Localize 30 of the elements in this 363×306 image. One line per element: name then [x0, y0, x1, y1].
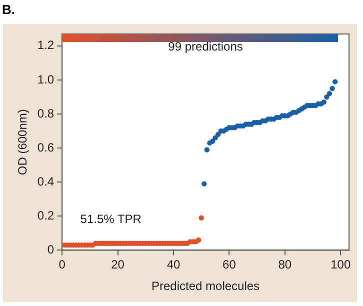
point — [324, 94, 330, 100]
x-tick-label: 20 — [111, 258, 125, 272]
annotation: 51.5% TPR — [80, 212, 142, 226]
y-axis-title: OD (600nm) — [16, 109, 30, 176]
annotation: 99 predictions — [168, 39, 243, 54]
y-tick-label: 1.2 — [37, 38, 54, 52]
x-tick-label: 0 — [58, 258, 66, 272]
y-tick-label: 0 — [47, 242, 54, 257]
x-tick-label: 80 — [278, 258, 292, 272]
point — [326, 90, 332, 96]
chart-title: B. — [2, 2, 15, 17]
x-tick-label: 40 — [166, 258, 180, 272]
x-tick-label: 100 — [330, 258, 351, 272]
point — [196, 237, 202, 243]
point — [215, 132, 221, 138]
point — [321, 99, 327, 105]
point — [198, 215, 204, 220]
x-axis-title: Predicted molecules — [152, 279, 260, 294]
y-tick-label: 0.2 — [37, 208, 54, 222]
point — [202, 181, 207, 186]
y-tick-label: 0.8 — [37, 106, 54, 120]
y-tick-label: 1.0 — [37, 72, 54, 86]
point — [332, 79, 338, 84]
x-tick-label: 60 — [222, 258, 236, 272]
point — [210, 138, 216, 144]
point — [204, 147, 210, 152]
y-tick-label: 0.6 — [37, 140, 54, 154]
y-tick-label: 0.4 — [37, 174, 54, 188]
point — [330, 86, 335, 92]
point — [212, 135, 218, 140]
